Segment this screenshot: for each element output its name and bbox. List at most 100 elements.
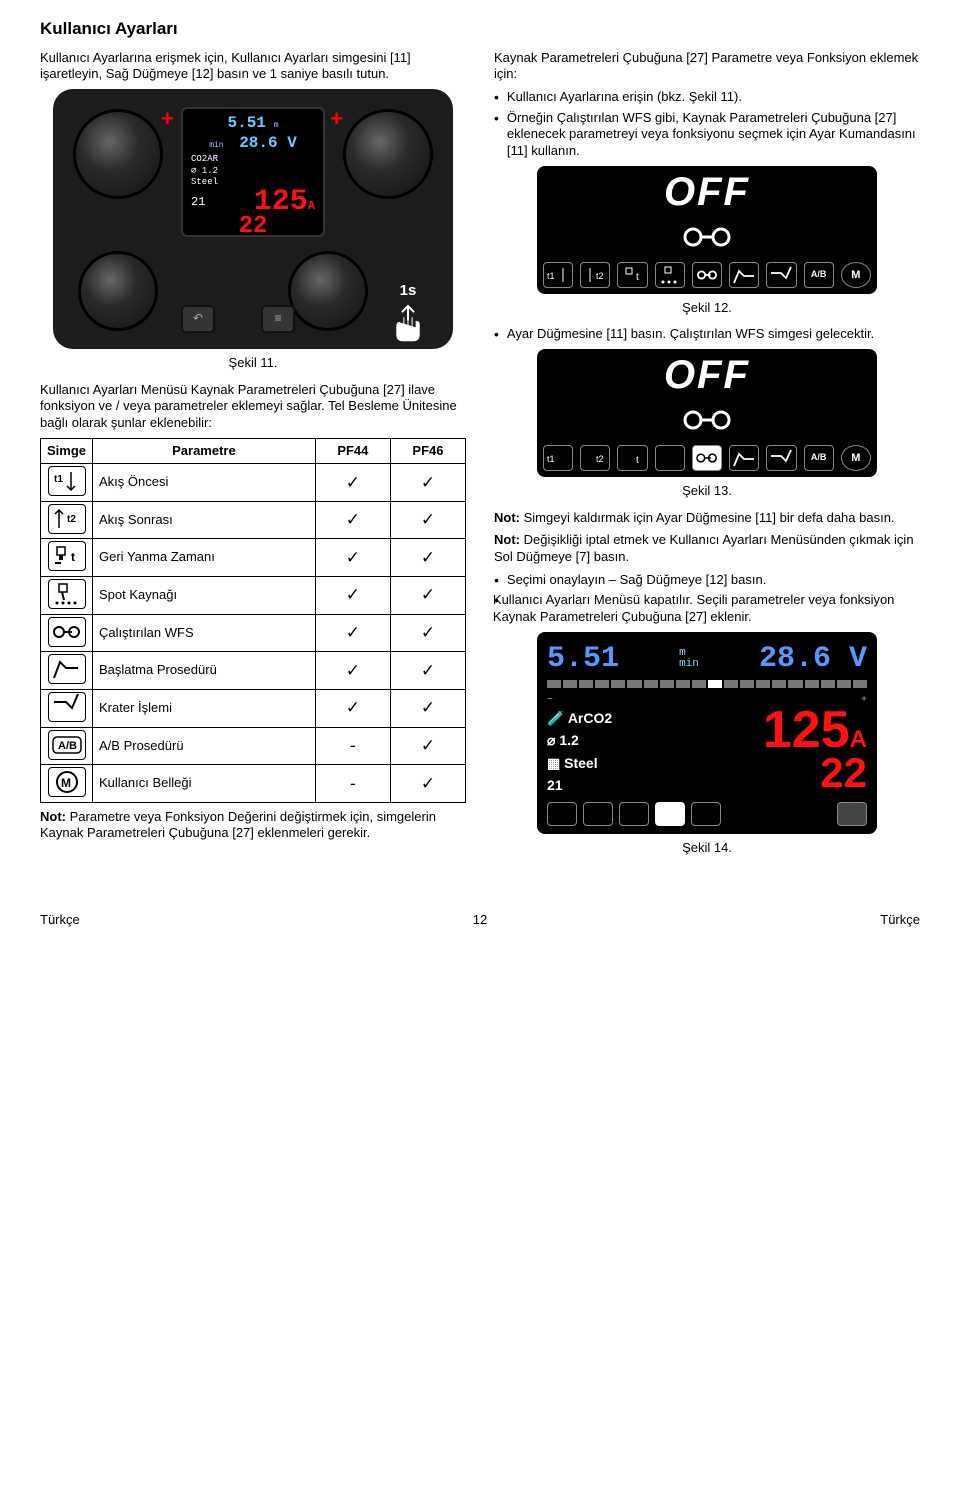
chip-t2-icon: t2: [580, 262, 610, 288]
th-icon: Simge: [41, 438, 93, 464]
back-button-icon: ↶: [181, 305, 215, 333]
table-row: A/B Prosedürü-✓: [41, 727, 466, 765]
param-name: Kullanıcı Belleği: [93, 765, 316, 803]
param-name: Başlatma Prosedürü: [93, 652, 316, 690]
chip-runin-icon: [692, 262, 722, 288]
spot-icon: [48, 579, 86, 609]
chip-icon: M: [841, 445, 871, 471]
bar-user-icon: [837, 802, 867, 826]
th-param: Parametre: [93, 438, 316, 464]
pf44-cell: ✓: [315, 652, 390, 690]
hold-gesture-icon: 1s: [377, 281, 439, 343]
svg-text:t1: t1: [547, 454, 555, 464]
param-name: Spot Kaynağı: [93, 577, 316, 615]
bullet-item: Kullanıcı Ayarlarına erişin (bkz. Şekil …: [494, 89, 920, 106]
menu-button-icon: ≡: [261, 305, 295, 333]
t2-icon: [48, 504, 86, 534]
pf44-cell: ✓: [315, 689, 390, 727]
pf46-cell: ✓: [390, 577, 465, 615]
chip-ab-icon: A/B: [804, 262, 834, 288]
note-text: Not: Değişikliği iptal etmek ve Kullanıc…: [494, 532, 920, 565]
svg-text:t: t: [636, 272, 639, 283]
chip-crater-icon: [766, 262, 796, 288]
footer-left: Türkçe: [40, 912, 80, 929]
svg-text:t1: t1: [547, 271, 555, 281]
chip-icon: [729, 445, 759, 471]
th-pf44: PF44: [315, 438, 390, 464]
t1-icon: [48, 466, 86, 496]
bar-icon: [619, 802, 649, 826]
pf44-cell: ✓: [315, 501, 390, 539]
knob-bottom-left: [78, 251, 158, 331]
runin-icon: [48, 617, 86, 647]
figure-12-screen: OFF t1 t2 t A/B M: [537, 166, 877, 294]
param-name: Geri Yanma Zamanı: [93, 539, 316, 577]
chip-t1-icon: t1: [543, 262, 573, 288]
menu-description: Kullanıcı Ayarları Menüsü Kaynak Paramet…: [40, 382, 466, 432]
bar-icon: [583, 802, 613, 826]
param-name: Akış Sonrası: [93, 501, 316, 539]
plus-icon: +: [161, 105, 174, 133]
pf46-cell: ✓: [390, 689, 465, 727]
figure-caption: Şekil 13.: [494, 483, 920, 500]
page-title: Kullanıcı Ayarları: [40, 18, 920, 40]
footer-page: 12: [473, 912, 487, 929]
figure-13-screen: OFF t1 t2 t A/B M: [537, 349, 877, 477]
lcd-screen: 5.51 mmin 28.6 V CO2AR ⌀ 1.2 Steel 21 12…: [181, 107, 325, 237]
chip-spot-icon: [655, 262, 685, 288]
figure-caption: Şekil 14.: [494, 840, 920, 857]
svg-text:t: t: [636, 455, 639, 466]
start-icon: [48, 654, 86, 684]
chip-icon: A/B: [804, 445, 834, 471]
bullet-item: Örneğin Çalıştırılan WFS gibi, Kaynak Pa…: [494, 110, 920, 160]
pf44-cell: ✓: [315, 614, 390, 652]
th-pf46: PF46: [390, 438, 465, 464]
chip-runin-selected-icon: [692, 445, 722, 471]
burnback-icon: [48, 541, 86, 571]
pf46-cell: ✓: [390, 765, 465, 803]
chip-start-icon: [729, 262, 759, 288]
mem-icon: [48, 767, 86, 797]
chip-burnback-icon: t: [617, 262, 647, 288]
bullet-followup: Kullanıcı Ayarları Menüsü kapatılır. Seç…: [494, 592, 920, 625]
table-row: Krater İşlemi✓✓: [41, 689, 466, 727]
bullet-item: Ayar Düğmesine [11] basın. Çalıştırılan …: [494, 326, 920, 343]
chip-icon: [766, 445, 796, 471]
pf46-cell: ✓: [390, 539, 465, 577]
param-name: Çalıştırılan WFS: [93, 614, 316, 652]
figure-caption: Şekil 11.: [40, 355, 466, 372]
table-row: Başlatma Prosedürü✓✓: [41, 652, 466, 690]
pf46-cell: ✓: [390, 464, 465, 502]
table-note: Not: Not: Parametre veya Fonksiyon Değer…: [40, 809, 466, 842]
chip-icon: [655, 445, 685, 471]
table-row: Akış Öncesi✓✓: [41, 464, 466, 502]
knob-top-right: [343, 109, 433, 199]
table-row: Çalıştırılan WFS✓✓: [41, 614, 466, 652]
table-row: Akış Sonrası✓✓: [41, 501, 466, 539]
figure-14-screen: 5.51 mmin 28.6 V −+ 🧪 ArCO2 ⌀ 1.2 ▦ Stee…: [537, 632, 877, 835]
knob-top-left: [73, 109, 163, 199]
pf44-cell: -: [315, 765, 390, 803]
svg-text:t2: t2: [596, 271, 604, 281]
note-text: Not: Simgeyi kaldırmak için Ayar Düğmesi…: [494, 510, 920, 527]
parameters-table: Simge Parametre PF44 PF46 Akış Öncesi✓✓A…: [40, 438, 466, 803]
pf46-cell: ✓: [390, 501, 465, 539]
intro-text: Kullanıcı Ayarlarına erişmek için, Kulla…: [40, 50, 466, 83]
pf44-cell: ✓: [315, 539, 390, 577]
svg-text:t2: t2: [596, 454, 604, 464]
pf44-cell: ✓: [315, 577, 390, 615]
figure-11-panel: + + 5.51 mmin 28.6 V CO2AR ⌀ 1.2 Steel 2…: [53, 89, 453, 349]
footer-right: Türkçe: [880, 912, 920, 929]
param-name: A/B Prosedürü: [93, 727, 316, 765]
ab-icon: [48, 730, 86, 760]
pf44-cell: ✓: [315, 464, 390, 502]
bar-icon: [691, 802, 721, 826]
param-name: Akış Öncesi: [93, 464, 316, 502]
bar-runin-icon: [655, 802, 685, 826]
table-row: Geri Yanma Zamanı✓✓: [41, 539, 466, 577]
table-row: Kullanıcı Belleği-✓: [41, 765, 466, 803]
chip-icon: t2: [580, 445, 610, 471]
crater-icon: [48, 692, 86, 722]
pf46-cell: ✓: [390, 614, 465, 652]
plus-icon: +: [330, 105, 343, 133]
